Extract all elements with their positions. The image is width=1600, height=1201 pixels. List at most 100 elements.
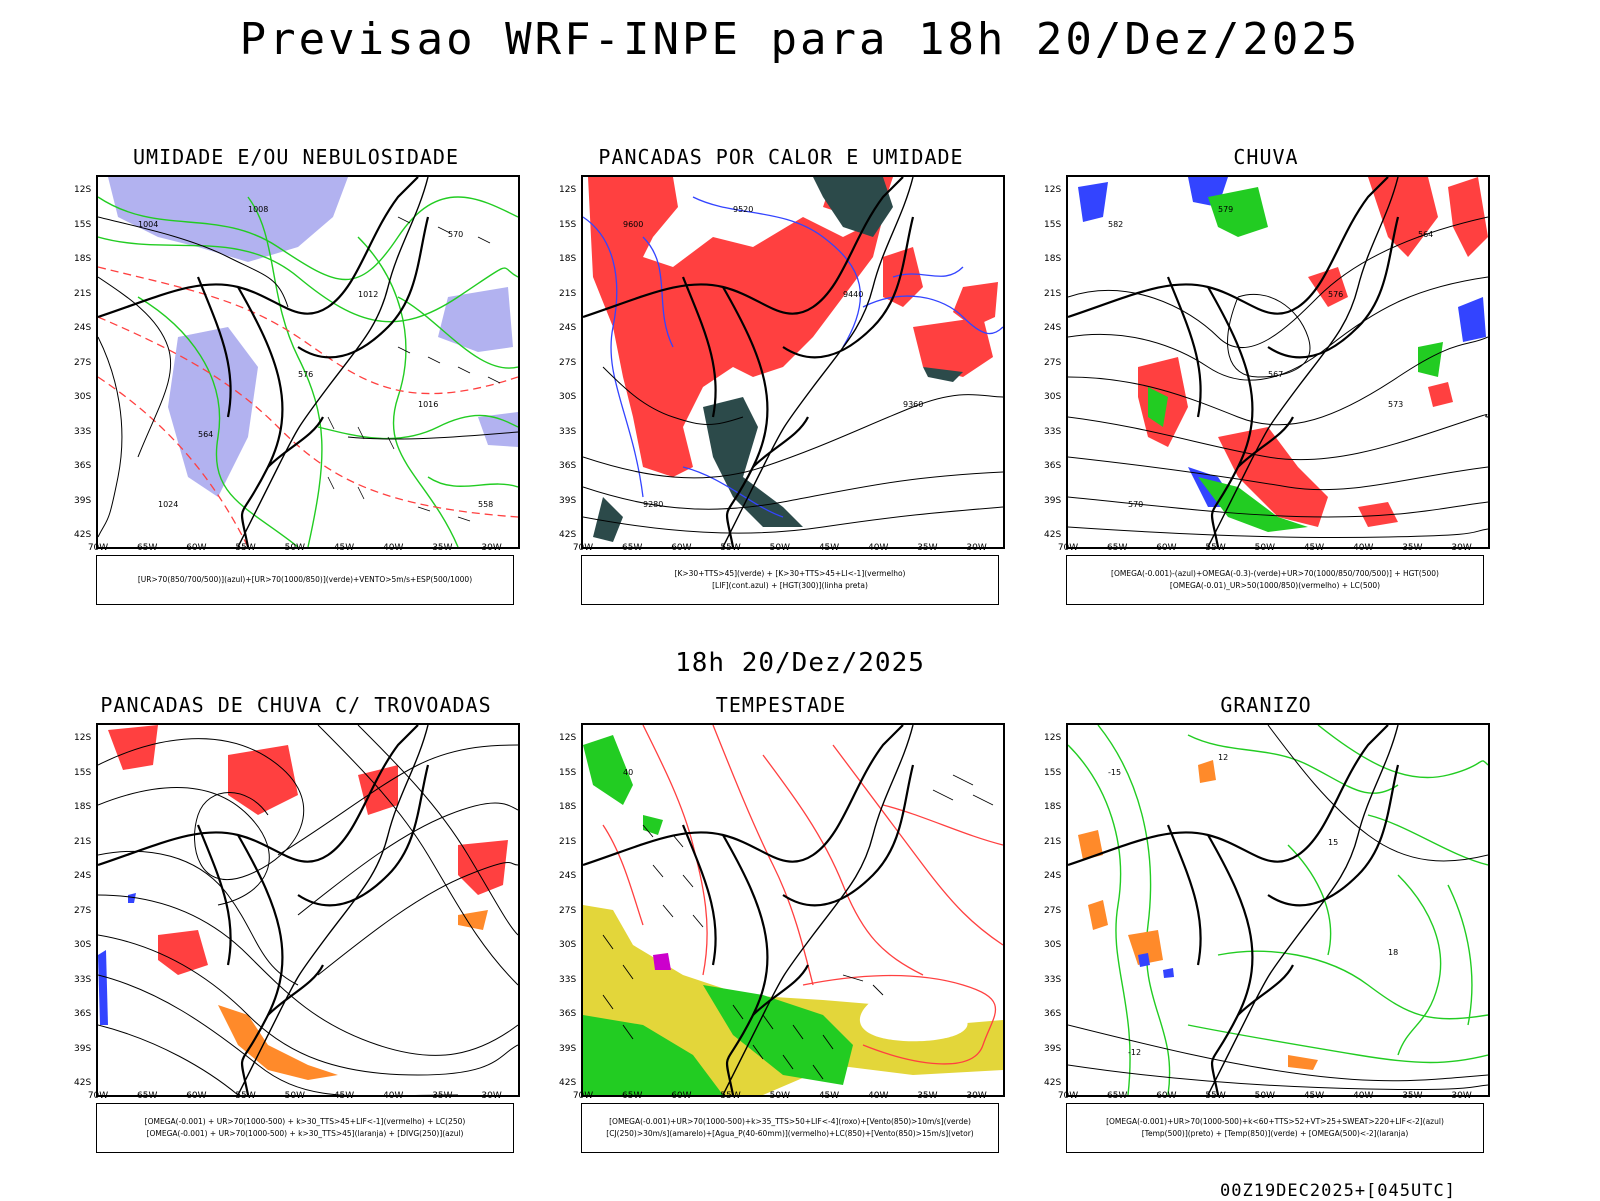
lat-tick-label: 15S [559, 219, 577, 230]
lat-axis: 12S 15S 18S 21S 24S 27S 30S 33S 36S 39S 42S [559, 175, 581, 545]
contour-label: 40 [623, 768, 633, 777]
lat-tick-label: 12S [74, 185, 92, 195]
map-chuva[interactable]: 582 579 576 573 570 567 564 [1066, 175, 1490, 549]
panel-title: CHUVA [1233, 145, 1299, 169]
contour-label: 564 [1418, 230, 1433, 239]
country-borders [98, 725, 430, 1095]
lat-tick-label: 42S [559, 530, 577, 540]
lat-tick-label: 39S [559, 1043, 577, 1054]
lat-tick-label: 18S [74, 254, 92, 264]
legend-line: [OMEGA(-0.001) + UR>70(1000-500) + k>30_… [144, 1117, 466, 1126]
contour-label: 9280 [643, 500, 663, 509]
lat-tick-label: 24S [1044, 871, 1062, 881]
lon-axis: 70W 65W 60W 55W 50W 45W 40W 35W 30W [1058, 1091, 1490, 1105]
black-pressure-isobars [98, 216, 518, 538]
lon-tick-label: 50W [769, 1091, 790, 1101]
lon-tick-label: 30W [966, 1091, 987, 1101]
lon-tick-label: 60W [186, 543, 207, 553]
lon-tick-label: 60W [1156, 543, 1177, 553]
country-borders [1068, 177, 1400, 547]
lat-tick-label: 21S [559, 836, 577, 847]
lon-tick-label: 45W [818, 1091, 840, 1101]
lat-tick-label: 21S [559, 288, 577, 299]
coastline [1207, 177, 1399, 547]
lat-tick-label: 30S [559, 392, 577, 402]
lon-tick-label: 35W [432, 543, 453, 553]
lat-tick-label: 15S [74, 219, 92, 230]
map-trovoadas[interactable] [96, 723, 520, 1097]
lon-tick-label: 35W [917, 1091, 938, 1101]
map-tempestade[interactable]: 40 [581, 723, 1005, 1097]
map-pancadas-calor[interactable]: 9600 9520 9440 9360 9280 [581, 175, 1005, 549]
lat-tick-label: 21S [1044, 836, 1062, 847]
contour-label: 567 [1268, 370, 1283, 379]
legend-box: [OMEGA(-0.001)-(azul)+OMEGA(-0.3)-(verde… [1066, 555, 1484, 605]
lat-axis: 12S 15S 18S 21S 24S 27S 30S 33S 36S 39S 42S [1044, 175, 1066, 545]
contour-label: -12 [1128, 1048, 1141, 1057]
lon-tick-label: 45W [333, 543, 355, 553]
legend-line: [OMEGA(-0.001)+UR>70(1000-500)+k<60+TTS>… [1106, 1117, 1444, 1126]
lat-tick-label: 42S [1044, 1078, 1062, 1088]
legend-line: [OMEGA(-0.001) + UR>70(1000-500) + k>30_… [146, 1129, 464, 1138]
lon-axis: 70W 65W 60W 55W 50W 45W 40W 35W 30W [573, 543, 1005, 557]
lat-tick-label: 24S [559, 871, 577, 881]
lat-tick-label: 36S [74, 461, 92, 471]
lat-tick-label: 33S [559, 974, 577, 985]
lon-tick-label: 65W [137, 543, 158, 553]
wind-vectors [327, 216, 501, 522]
lat-tick-label: 30S [74, 940, 92, 950]
wind-vectors [602, 774, 994, 1080]
red-water-contours [602, 725, 1003, 1065]
lat-tick-label: 12S [559, 185, 577, 195]
lon-axis: 70W 65W 60W 55W 50W 45W 40W 35W 30W [88, 543, 520, 557]
lat-axis: 12S 15S 18S 21S 24S 27S 30S 33S 36S 39S 42S [74, 723, 96, 1093]
legend-line: [OMEGA(-0.01)_UR>50(1000/850)(vermelho) … [1169, 581, 1381, 590]
panel-title: PANCADAS DE CHUVA C/ TROVOADAS [100, 693, 492, 717]
map-umidade[interactable]: 1004 1008 1012 1016 1024 576 570 564 558 [96, 175, 520, 549]
lat-tick-label: 33S [559, 426, 577, 437]
yellow-jet-area [583, 905, 1003, 1095]
contour-label: 579 [1218, 205, 1233, 214]
contour-label: 564 [198, 430, 213, 439]
legend-box: [K>30+TTS>45](verde) + [K>30+TTS>45+LI<-… [581, 555, 999, 605]
lon-tick-label: 40W [1353, 543, 1374, 553]
lat-tick-label: 42S [74, 530, 92, 540]
red-dashed-thickness [98, 266, 518, 547]
contour-label: 1004 [138, 220, 158, 229]
lon-tick-label: 30W [1451, 543, 1472, 553]
teal-instability-area [593, 177, 963, 542]
contour-label: 9360 [903, 400, 923, 409]
lat-tick-label: 30S [559, 940, 577, 950]
lat-tick-label: 30S [74, 392, 92, 402]
country-borders [98, 177, 430, 547]
lon-tick-label: 35W [1402, 543, 1423, 553]
contour-label: 570 [448, 230, 463, 239]
black-hgt500-contours [1068, 216, 1488, 539]
white-jet-gap [859, 995, 968, 1042]
legend-box: [OMEGA(-0.001)+UR>70(1000-500)+k>35_TTS>… [581, 1103, 999, 1153]
lat-tick-label: 15S [1044, 219, 1062, 230]
lon-tick-label: 70W [87, 543, 109, 553]
purple-storm-area [653, 953, 671, 970]
lon-tick-label: 60W [186, 1091, 207, 1101]
lat-tick-label: 15S [559, 767, 577, 778]
country-borders [1068, 725, 1400, 1095]
contour-label: 576 [298, 370, 313, 379]
coastline [1207, 725, 1399, 1095]
lon-tick-label: 40W [1353, 1091, 1374, 1101]
lon-tick-label: 55W [720, 1091, 741, 1101]
black-hgt300-contours [583, 366, 1003, 534]
lon-tick-label: 50W [1254, 543, 1275, 553]
contour-label: 1008 [248, 205, 268, 214]
legend-line: [OMEGA(-0.001)+UR>70(1000-500)+k>35_TTS>… [609, 1117, 971, 1126]
lat-tick-label: 42S [1044, 530, 1062, 540]
lat-tick-label: 36S [74, 1009, 92, 1019]
lon-axis: 70W 65W 60W 55W 50W 45W 40W 35W 30W [1058, 543, 1490, 557]
map-granizo[interactable]: -15 12 15 18 -12 [1066, 723, 1490, 1097]
lat-tick-label: 18S [559, 802, 577, 812]
contour-label: 9600 [623, 220, 643, 229]
lat-tick-label: 27S [1044, 357, 1062, 368]
lon-tick-label: 35W [432, 1091, 453, 1101]
contour-label: 573 [1388, 400, 1403, 409]
lat-tick-label: 18S [1044, 254, 1062, 264]
